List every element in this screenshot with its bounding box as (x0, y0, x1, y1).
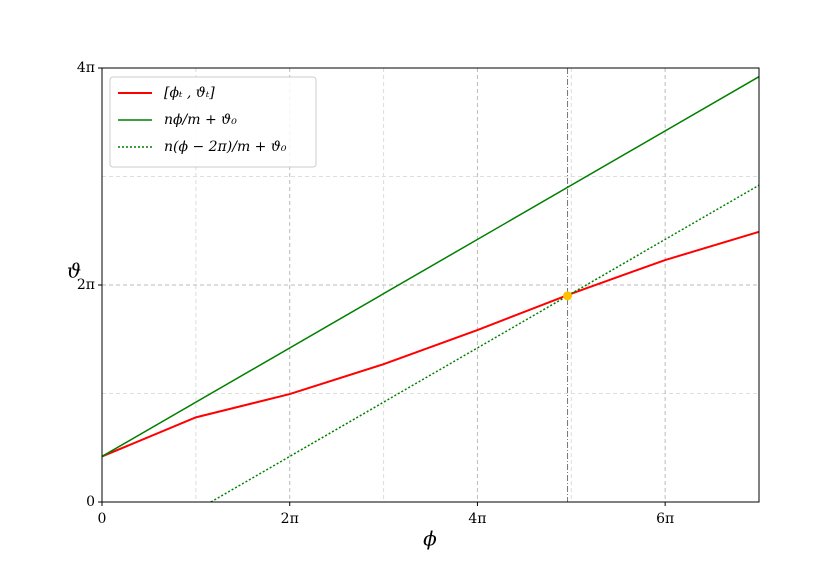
intersection-point (563, 291, 573, 301)
x-tick-label: 4π (468, 511, 486, 527)
series-line (101, 76, 760, 458)
legend-label: [ϕₜ , ϑₜ] (164, 85, 215, 101)
x-tick-label: 0 (98, 511, 107, 527)
plot-frame (101, 67, 760, 503)
legend-box (109, 76, 317, 168)
x-tick-label: 6π (656, 511, 674, 527)
x-axis-label: ϕ (423, 527, 437, 551)
y-tick-label: 0 (86, 494, 95, 510)
legend-label: n(ϕ − 2π)/m + ϑ₀ (164, 139, 287, 155)
series-line (101, 230, 760, 458)
x-tick-label: 2π (281, 511, 299, 527)
legend-label: nϕ/m + ϑ₀ (164, 112, 237, 128)
series-line (210, 184, 760, 503)
y-axis-label: ϑ (67, 259, 81, 283)
legend: [ϕₜ , ϑₜ] nϕ/m + ϑ₀ n(ϕ − 2π)/m + ϑ₀ (109, 76, 317, 168)
y-tick-label: 2π (77, 277, 95, 293)
y-tick-label: 4π (77, 60, 95, 76)
